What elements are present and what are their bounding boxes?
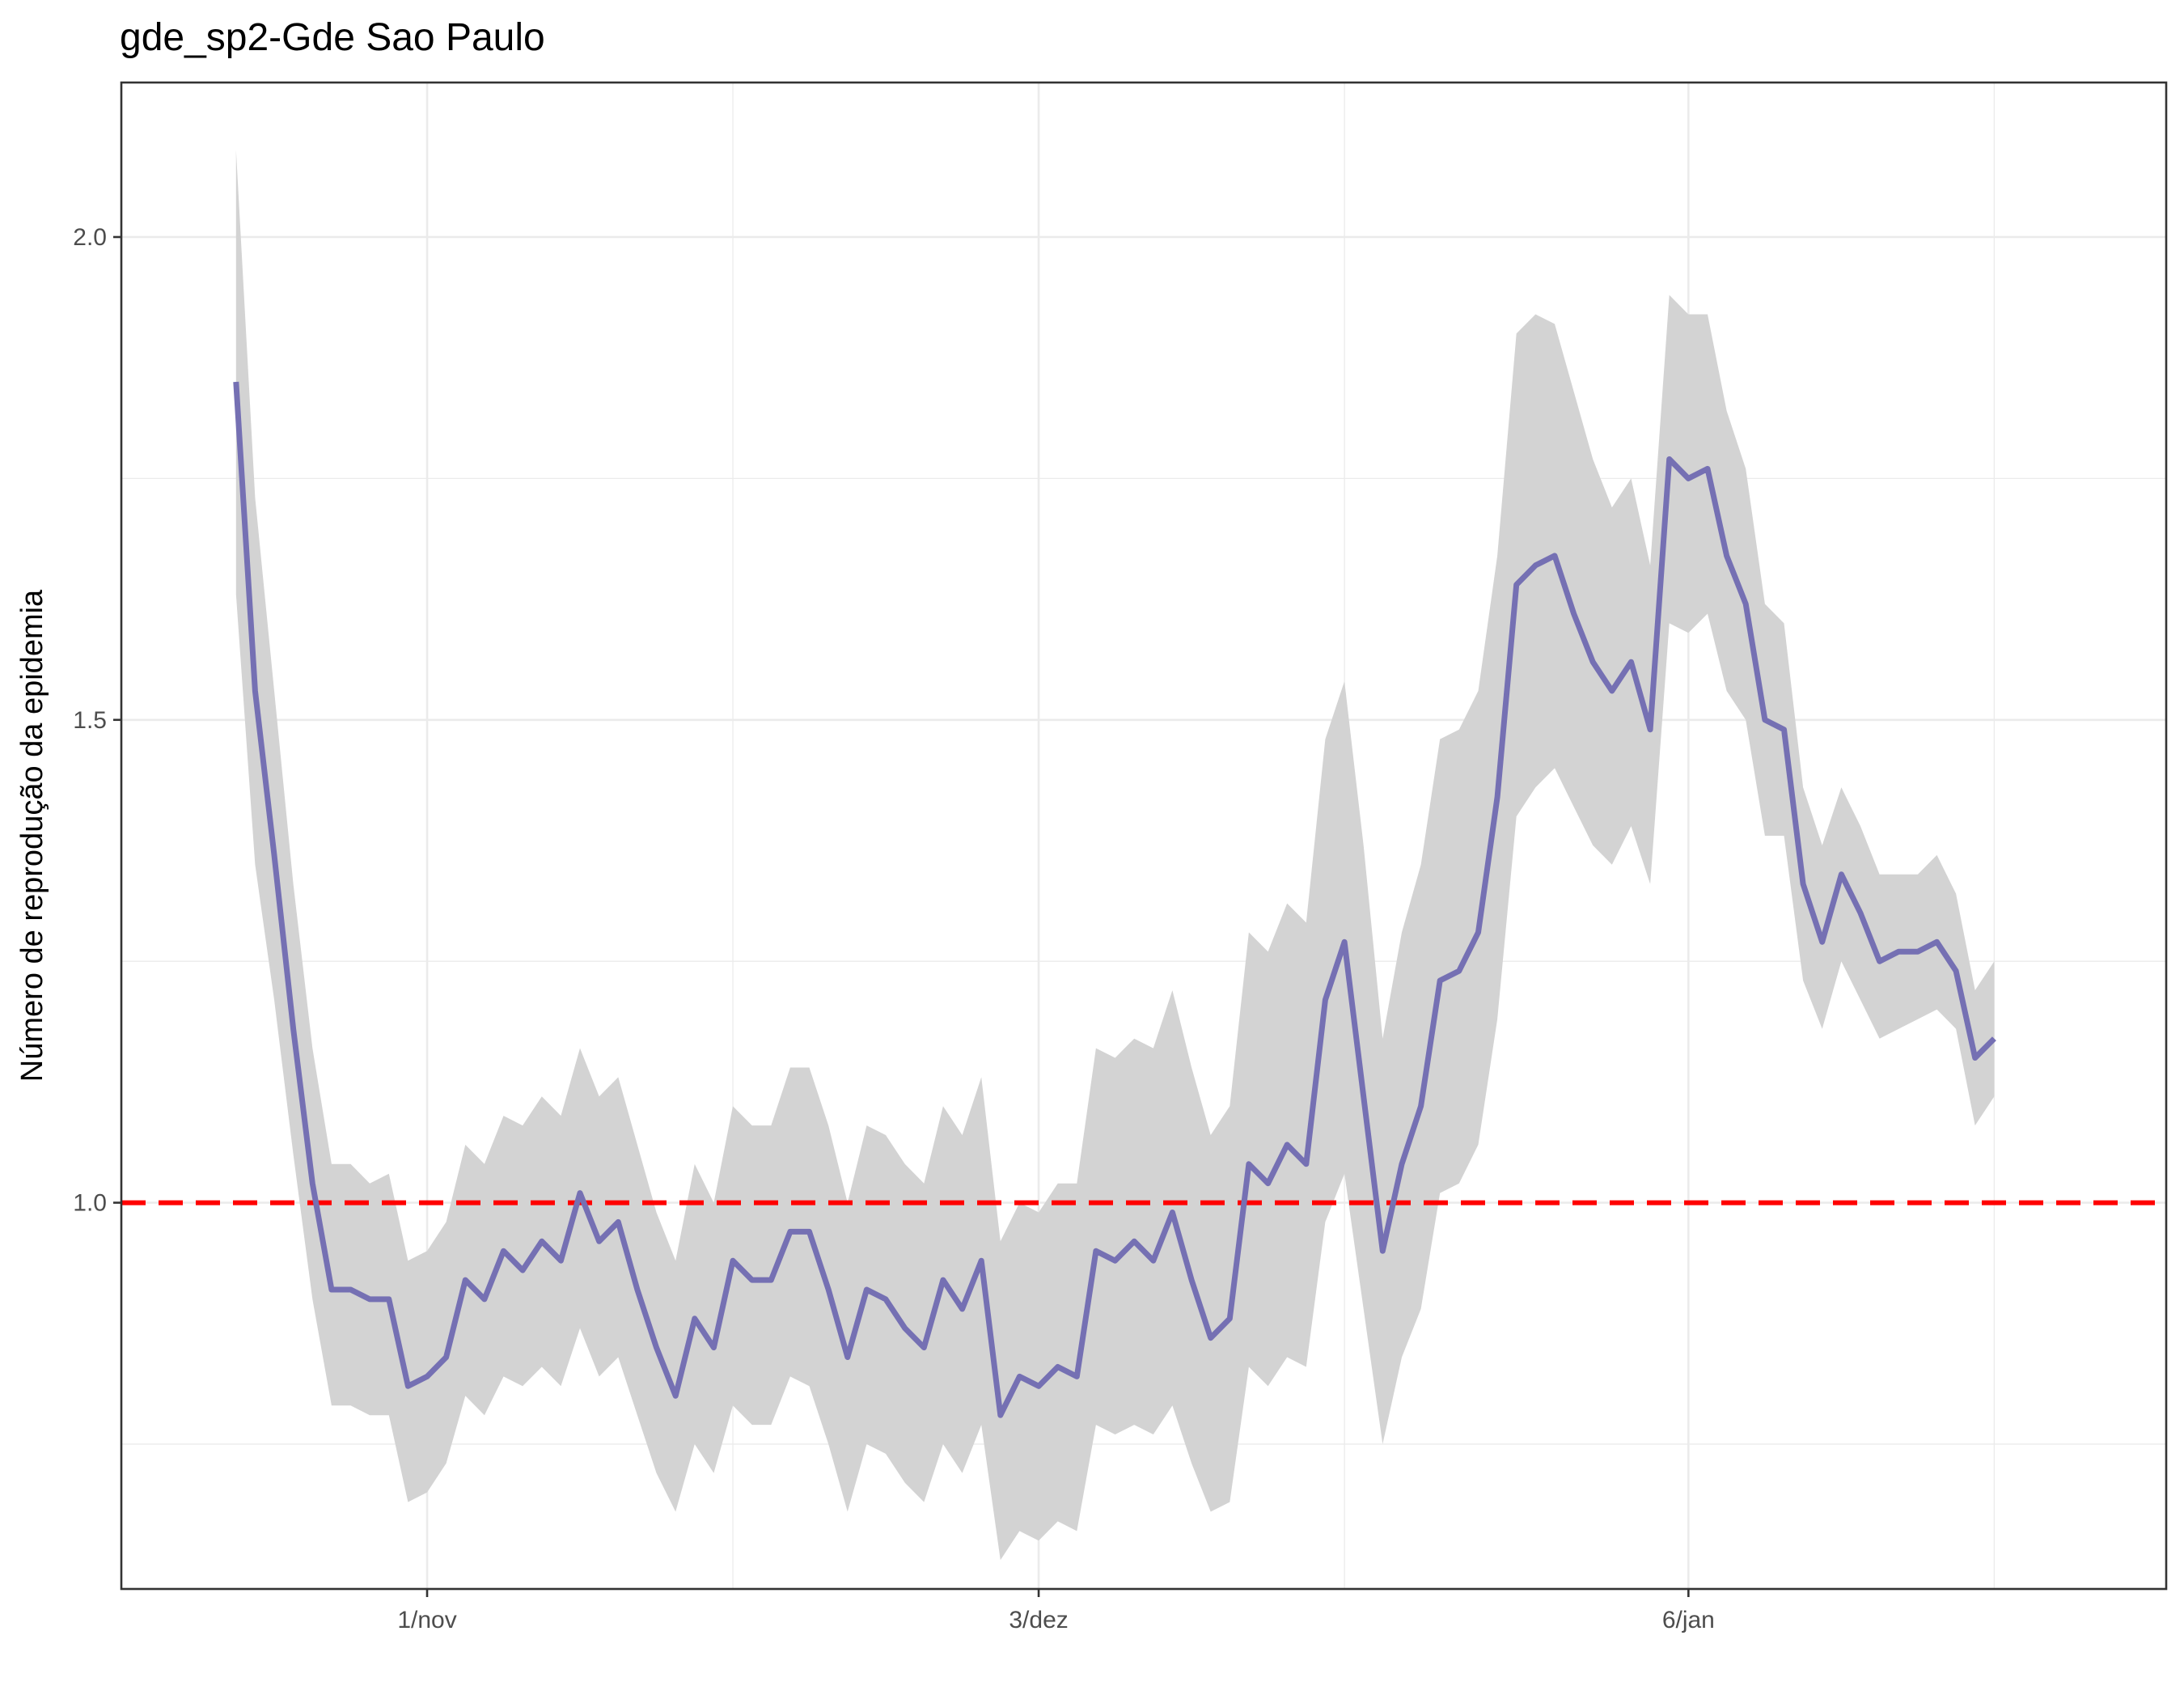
y-tick-label: 1.5	[73, 707, 107, 734]
series-line	[233, 381, 1996, 1418]
y-tick-label: 2.0	[73, 224, 107, 251]
y-tick-label: 1.0	[73, 1190, 107, 1217]
x-tick-label: 3/dez	[1009, 1607, 1068, 1633]
confidence-ribbon	[235, 150, 1995, 1561]
x-tick-label: 1/nov	[397, 1607, 456, 1633]
panel-border	[120, 81, 2168, 1591]
y-axis-title: Número de reprodução da epidemia	[15, 589, 49, 1082]
chart-title: gde_sp2-Gde Sao Paulo	[120, 16, 545, 59]
x-tick-label: 6/jan	[1662, 1607, 1715, 1633]
plot-area: 1.0 1.5 2.0 1/nov 3/dez 6/jan	[73, 81, 2168, 1633]
